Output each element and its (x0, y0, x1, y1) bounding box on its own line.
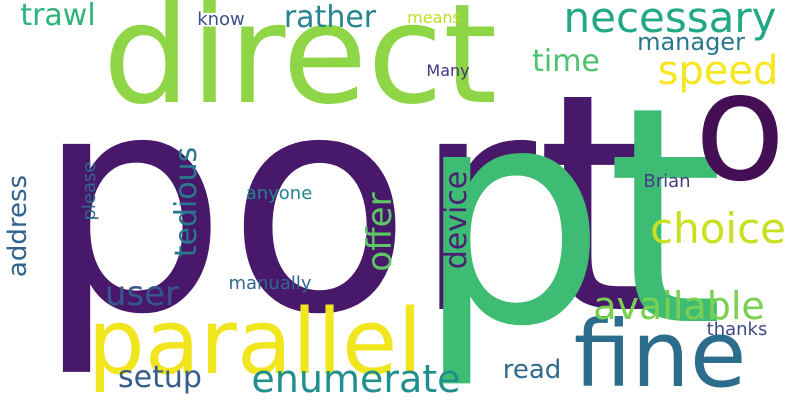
word-setup: setup (118, 360, 202, 395)
word-port: port (35, 30, 655, 381)
word-thanks: thanks (706, 319, 768, 340)
word-enumerate: enumerate (251, 357, 461, 400)
word-read: read (502, 355, 562, 385)
word-please: please (79, 161, 100, 221)
word-rather: rather (283, 0, 377, 35)
word-parallel: parallel (87, 290, 423, 395)
word-available: available (593, 284, 765, 328)
word-anyone: anyone (245, 183, 313, 204)
word-trawl: trawl (20, 0, 96, 33)
word-pt: pt (415, 43, 725, 392)
word-speed: speed (657, 48, 779, 94)
word-user: user (104, 274, 180, 314)
word-fine: fine (573, 301, 747, 400)
word-brian: Brian (643, 171, 691, 192)
word-time: time (532, 44, 600, 79)
word-necessary: necessary (563, 0, 777, 42)
word-offer: offer (360, 192, 400, 272)
word-means: means (407, 8, 461, 27)
word-manually: manually (228, 273, 312, 294)
word-tedious: tedious (169, 146, 204, 258)
word-o: o (694, 41, 786, 215)
word-manager: manager (637, 28, 745, 56)
word-choice: choice (649, 204, 787, 253)
word-direct: direct (102, 0, 498, 135)
word-address: address (3, 174, 33, 278)
word-device: device (439, 170, 474, 270)
word-many: Many (426, 61, 470, 80)
word-know: know (197, 9, 245, 30)
